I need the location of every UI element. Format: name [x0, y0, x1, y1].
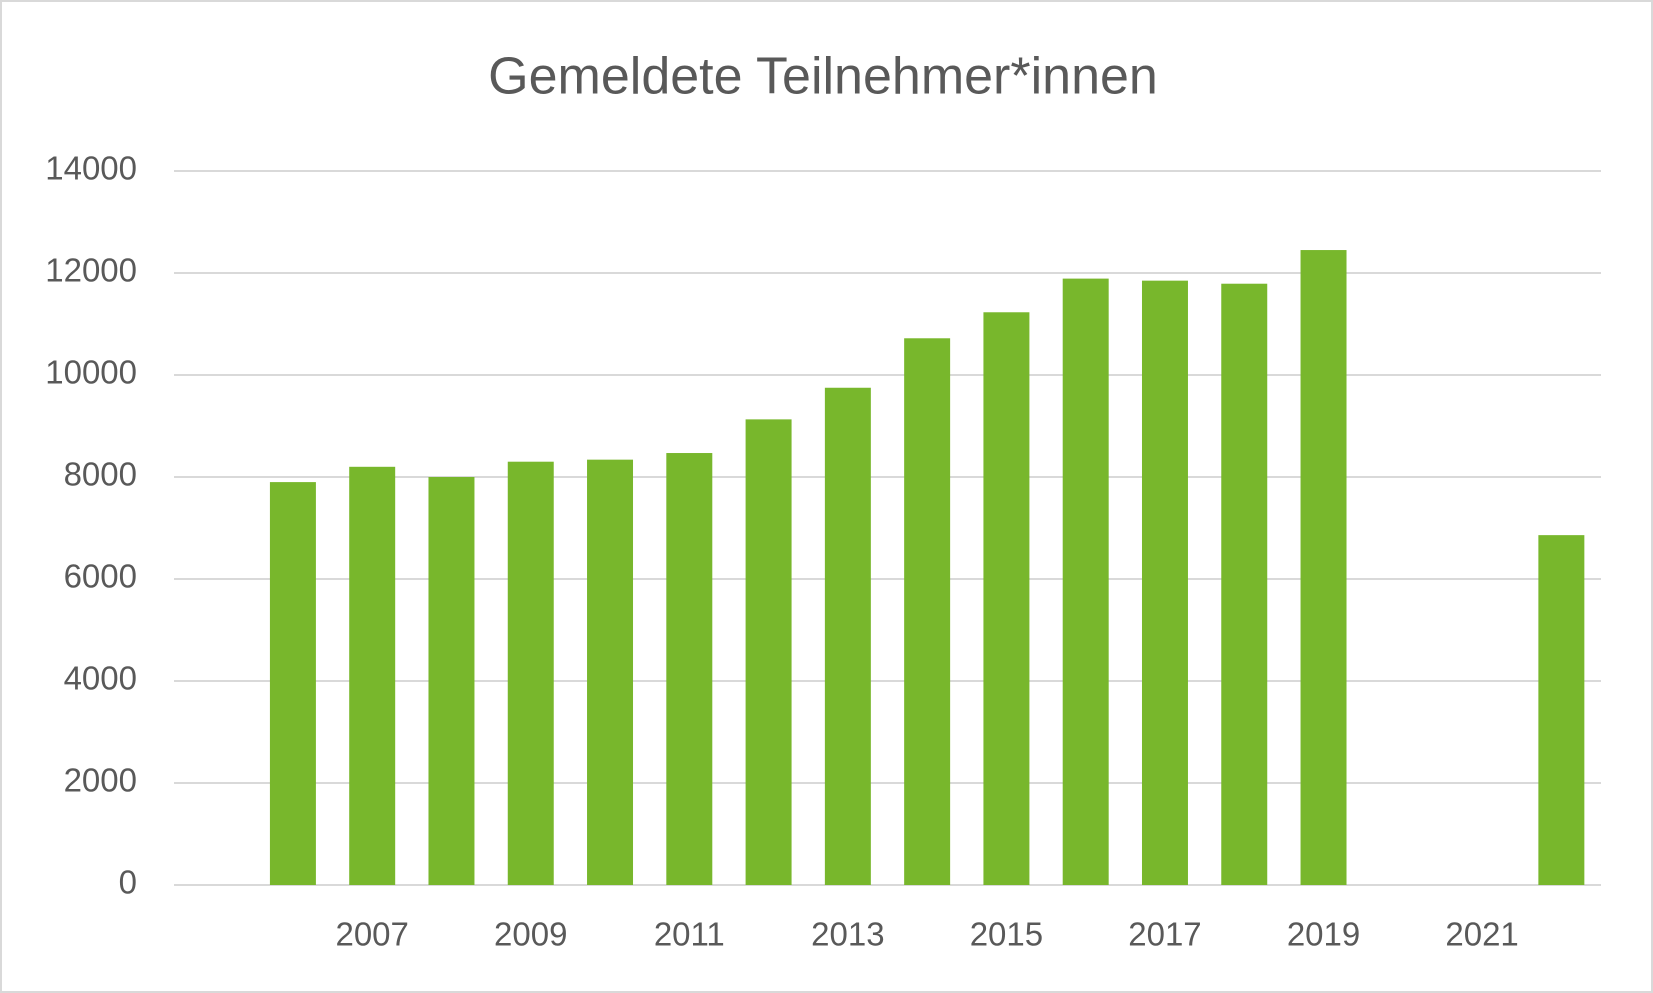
bar: [666, 453, 713, 885]
bar: [349, 466, 396, 885]
y-tick-label: 6000: [64, 558, 137, 595]
y-tick-label: 4000: [64, 660, 137, 697]
bar: [1538, 535, 1585, 885]
x-tick-label: 2009: [494, 916, 567, 953]
bar: [1221, 283, 1268, 886]
bar: [1300, 250, 1347, 886]
x-tick-label: 2021: [1445, 916, 1518, 953]
bar: [983, 312, 1030, 885]
bar: [1141, 280, 1188, 885]
bar: [745, 419, 792, 885]
y-tick-label: 0: [119, 864, 137, 901]
x-tick-label: 2019: [1287, 916, 1360, 953]
x-tick-label: 2013: [811, 916, 884, 953]
x-tick-label: 2007: [335, 916, 408, 953]
bar: [428, 477, 475, 885]
y-tick-label: 8000: [64, 456, 137, 493]
bar: [824, 387, 871, 885]
bar: [1062, 278, 1109, 885]
y-tick-label: 14000: [45, 150, 137, 187]
bar: [587, 459, 634, 885]
y-tick-label: 2000: [64, 762, 137, 799]
bar: [269, 482, 316, 885]
bar: [507, 461, 554, 885]
x-tick-label: 2015: [970, 916, 1043, 953]
chart-title: Gemeldete Teilnehmer*innen: [488, 48, 1158, 106]
x-tick-label: 2017: [1128, 916, 1201, 953]
y-tick-label: 10000: [45, 354, 137, 391]
bar: [904, 338, 951, 885]
x-tick-label: 2011: [654, 916, 725, 953]
y-tick-label: 12000: [45, 252, 137, 289]
